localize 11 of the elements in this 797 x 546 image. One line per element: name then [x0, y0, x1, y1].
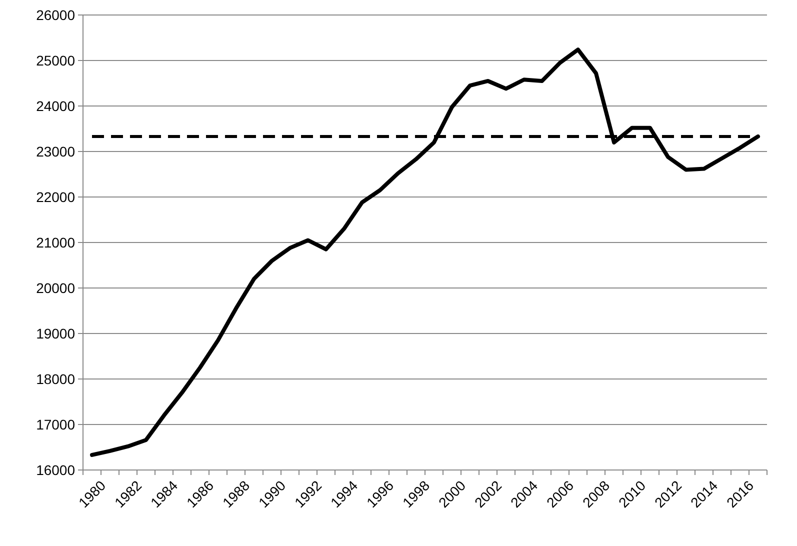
- y-tick-label: 19000: [36, 325, 76, 342]
- y-tick-label: 23000: [36, 143, 76, 160]
- y-tick-label: 20000: [36, 280, 76, 296]
- y-tick-label: 26000: [36, 6, 76, 23]
- y-tick-label: 22000: [36, 188, 76, 205]
- y-tick-label: 16000: [36, 462, 76, 478]
- y-tick-label: 18000: [36, 370, 76, 387]
- y-tick-label: 17000: [36, 416, 76, 432]
- y-tick-label: 24000: [36, 98, 76, 114]
- y-tick-label: 21000: [36, 234, 76, 250]
- y-tick-label: 25000: [36, 52, 76, 68]
